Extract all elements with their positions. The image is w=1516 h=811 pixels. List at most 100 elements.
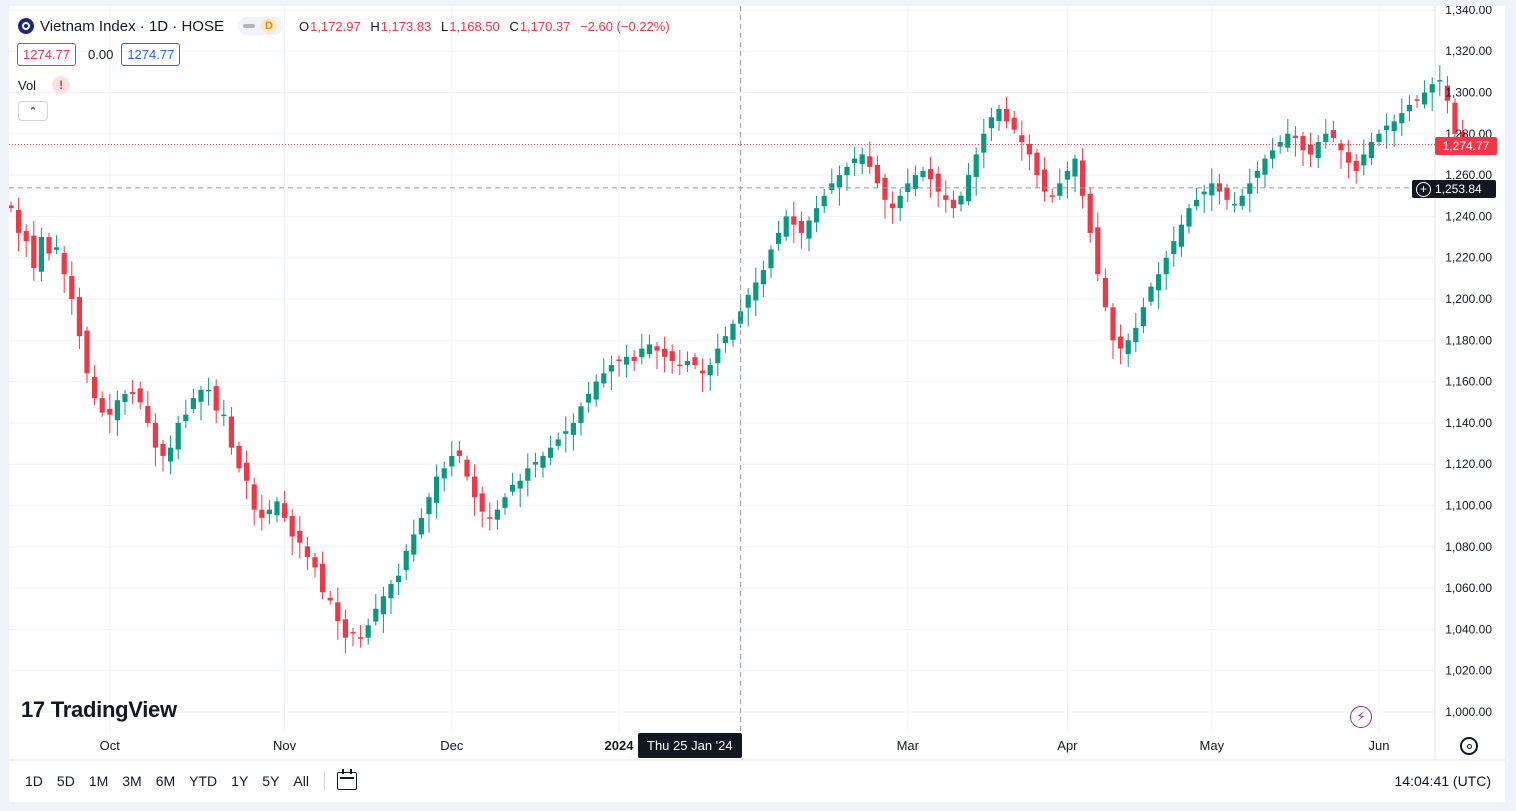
candle-body [107, 408, 113, 415]
candle-body [707, 365, 713, 376]
candle-body [464, 459, 470, 477]
range-5d-button[interactable]: 5D [56, 773, 75, 789]
candle-body [821, 195, 827, 207]
candle-body [1353, 160, 1359, 171]
candle-body [1140, 307, 1146, 327]
candle-body [1315, 142, 1321, 159]
candle-body [411, 534, 417, 555]
candle-body [137, 388, 143, 403]
calendar-icon[interactable] [336, 769, 357, 790]
candle-body [259, 509, 265, 518]
candle-body [996, 109, 1002, 121]
candle-body [350, 632, 356, 634]
candle-body [46, 237, 52, 254]
candle-body [677, 364, 683, 367]
price-axis-label: 1,200.00 [1445, 292, 1492, 306]
range-ytd-button[interactable]: YTD [189, 773, 218, 789]
candle-body [1102, 277, 1108, 308]
candle-body [327, 597, 333, 601]
candle-body [1262, 158, 1268, 175]
candle-body [1156, 274, 1162, 291]
frame-left-border [0, 0, 9, 811]
utc-clock[interactable]: 14:04:41 (UTC) [1394, 773, 1491, 789]
candle-body [426, 497, 432, 515]
high-value: 1,173.83 [380, 18, 432, 34]
candle-body [1011, 117, 1017, 130]
candle-body [1399, 113, 1405, 124]
high-label: H [370, 18, 380, 34]
tradingview-watermark[interactable]: 17 TradingView [21, 697, 177, 723]
candle-body [958, 195, 964, 205]
sell-price-button[interactable]: 1274.77 [17, 43, 76, 66]
candle-body [836, 175, 842, 188]
candle-body [1163, 257, 1169, 275]
candle-body [1422, 92, 1428, 105]
candle-body [662, 348, 668, 357]
range-5y-button[interactable]: 5Y [262, 773, 280, 789]
collapse-legend-button[interactable]: ⌃ [18, 101, 48, 121]
range-3m-button[interactable]: 3M [122, 773, 142, 789]
price-axis-label: 1,140.00 [1445, 416, 1492, 430]
price-axis-label: 1,300.00 [1445, 86, 1492, 100]
candle-body [297, 530, 303, 543]
candle-body [1330, 130, 1336, 138]
candle-body [274, 501, 280, 516]
close-value: 1,170.37 [519, 18, 571, 34]
candle-body [396, 575, 402, 583]
range-1d-button[interactable]: 1D [25, 773, 43, 789]
candle-body [593, 381, 599, 400]
add-alert-plus-icon[interactable]: + [1416, 181, 1431, 197]
range-all-button[interactable]: All [293, 773, 309, 789]
candle-body [1118, 336, 1124, 349]
range-6m-button[interactable]: 6M [155, 773, 176, 789]
settings-gear-icon[interactable] [1460, 737, 1478, 755]
candle-body [1300, 136, 1306, 151]
candle-body [1384, 125, 1390, 131]
price-axis-label: 1,080.00 [1445, 540, 1492, 554]
candle-body [798, 220, 804, 233]
candle-body [23, 231, 29, 242]
time-axis-label: Oct [100, 738, 121, 753]
open-value: 1,172.97 [310, 18, 361, 34]
candle-body [882, 177, 888, 200]
candle-body [342, 619, 348, 638]
candle-body [928, 169, 934, 180]
candle-body [1080, 160, 1086, 196]
candle-body [844, 166, 850, 176]
candle-body [1254, 170, 1260, 178]
crosshair-price-tag[interactable]: + 1,253.84 [1412, 180, 1496, 198]
candle-body [304, 546, 310, 558]
candle-body [548, 447, 554, 458]
candle-body [16, 209, 22, 233]
buy-price-button[interactable]: 1274.77 [121, 43, 181, 66]
symbol-title[interactable]: Vietnam Index · 1D · HOSE [40, 17, 224, 35]
candle-body [586, 393, 592, 403]
candle-body [76, 297, 82, 337]
candle-body [1209, 183, 1215, 196]
candle-body [601, 373, 607, 384]
price-axis-label: 1,180.00 [1445, 333, 1492, 347]
candle-body [183, 414, 189, 422]
close-label: C [509, 18, 519, 34]
range-1y-button[interactable]: 1Y [231, 773, 249, 789]
candle-body [1148, 286, 1154, 302]
candle-body [1026, 143, 1032, 155]
candle-body [190, 398, 196, 410]
symbol-logo-icon[interactable] [18, 18, 34, 34]
candle-body [418, 517, 424, 535]
time-axis-label: Nov [273, 738, 297, 753]
volume-label[interactable]: Vol [18, 77, 37, 93]
candle-body [1087, 193, 1093, 233]
market-status-badge[interactable]: D [237, 17, 283, 35]
lightning-icon[interactable]: ⚡ [1350, 706, 1372, 728]
open-label: O [298, 18, 310, 34]
candle-body [1072, 158, 1078, 177]
range-1m-button[interactable]: 1M [88, 773, 109, 789]
volume-warning-icon[interactable]: ! [52, 76, 71, 94]
candle-body [92, 377, 98, 399]
candle-body [1232, 204, 1238, 206]
candle-body [867, 156, 873, 167]
candle-body [517, 480, 523, 489]
candle-body [1239, 195, 1245, 206]
